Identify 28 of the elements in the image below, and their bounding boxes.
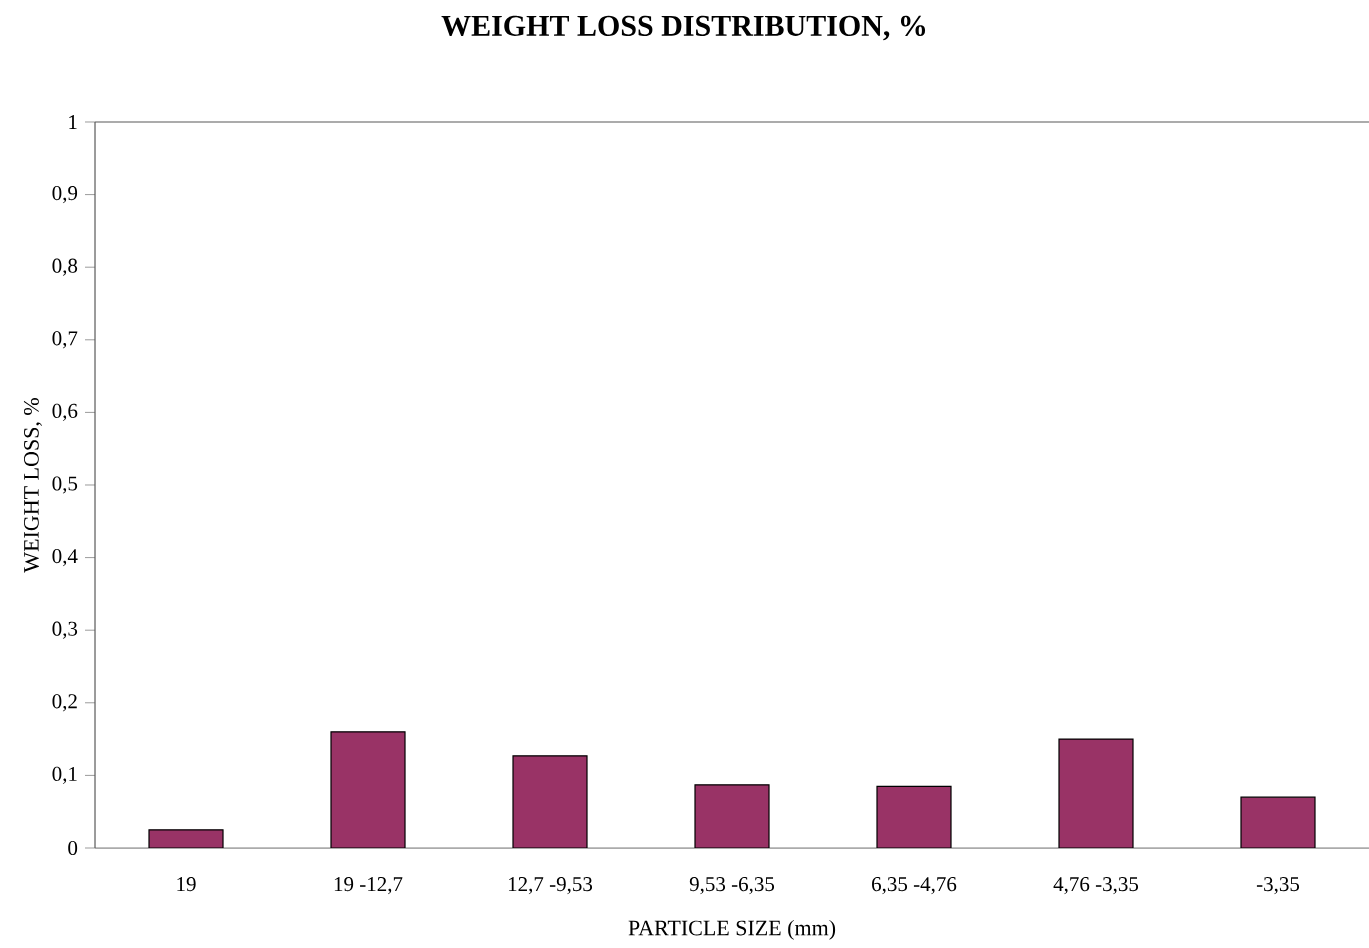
x-axis-title: PARTICLE SIZE (mm) — [628, 919, 836, 940]
y-tick-label: 0 — [68, 840, 78, 856]
x-tick-label: 12,7 -9,53 — [508, 877, 593, 895]
chart-title: WEIGHT LOSS DISTRIBUTION, % — [441, 15, 926, 41]
x-tick-label: 19 — [177, 877, 196, 892]
bar — [148, 829, 224, 848]
y-tick-label: 0,9 — [52, 186, 78, 204]
x-tick-label: 9,53 -6,35 — [689, 877, 775, 895]
bar — [876, 785, 952, 848]
x-tick-label: 4,76 -3,35 — [1053, 877, 1139, 895]
bar — [1240, 796, 1316, 848]
x-tick-label: -3,35 — [1256, 877, 1300, 895]
y-tick-label: 0,6 — [52, 403, 78, 421]
y-tick-label: 0,2 — [52, 694, 77, 712]
y-tick-label: 0,4 — [52, 549, 78, 567]
y-tick-label: 0,7 — [52, 331, 78, 349]
x-tick-label: 6,35 -4,76 — [872, 877, 957, 895]
bar — [330, 731, 406, 848]
bar — [694, 784, 770, 848]
x-tick-label: 19 -12,7 — [334, 877, 403, 895]
y-tick-label: 0,3 — [52, 621, 78, 639]
bar — [1058, 738, 1134, 848]
bar — [512, 755, 588, 848]
y-axis-title: WEIGHT LOSS, % — [23, 398, 42, 573]
y-tick-label: 0,1 — [52, 766, 77, 784]
y-tick-label: 1 — [69, 115, 77, 129]
y-tick-label: 0,8 — [52, 258, 78, 276]
y-tick-label: 0,5 — [52, 476, 78, 494]
